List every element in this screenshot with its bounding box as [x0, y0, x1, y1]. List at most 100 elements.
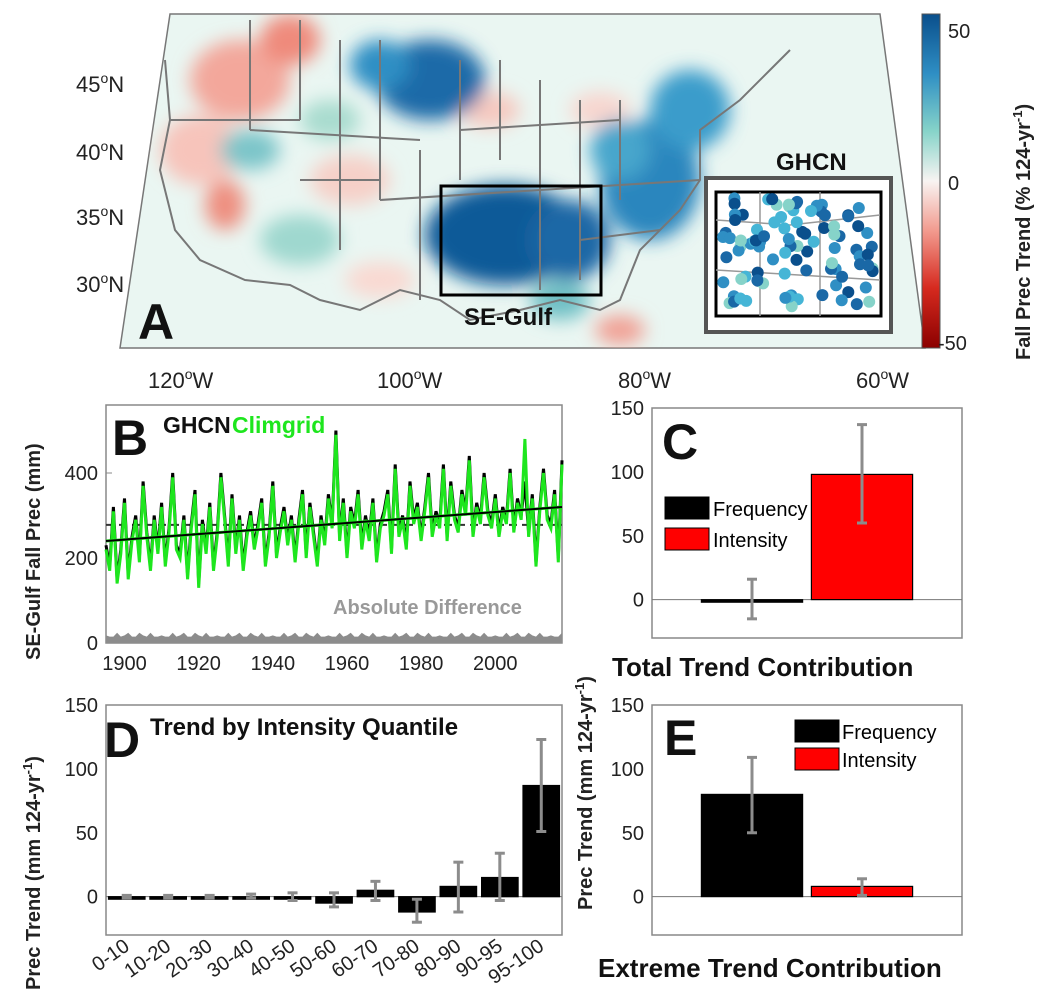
se-gulf-label: SE-Gulf — [464, 304, 553, 331]
panel-b-x-ticks: 1900 1920 1940 1960 1980 2000 — [102, 653, 517, 675]
colorbar-title: Fall Prec Trend (% 124-yr-1) — [1010, 104, 1035, 360]
station-dot — [863, 295, 876, 308]
y-tick-label: 400 — [65, 463, 98, 485]
panel-c-legend: Frequency Intensity — [664, 496, 808, 552]
colorbar — [921, 13, 941, 349]
legend-intensity-e: Intensity — [842, 750, 916, 772]
panel-b-y-ticks: 0 200 400 — [65, 463, 112, 655]
panel-e-xlabel: Extreme Trend Contribution — [598, 953, 942, 983]
y-tick-label: 50 — [76, 823, 98, 845]
x-tick-label: 50-60 — [286, 935, 341, 982]
legend-swatch-frequency-e — [794, 719, 840, 743]
panel-c-ylabel: Prec Trend (mm 124-yr-1) — [572, 676, 597, 910]
panel-c-xlabel: Total Trend Contribution — [612, 652, 913, 682]
station-dot — [779, 246, 792, 259]
legend-intensity-c: Intensity — [713, 530, 787, 552]
station-dot — [735, 273, 748, 285]
x-tick-label: 70-80 — [369, 935, 424, 982]
lon-label: 120oW — [148, 366, 214, 393]
panel-b-letter: B — [112, 410, 148, 466]
station-dot — [729, 214, 742, 226]
legend-climgrid: Climgrid — [232, 412, 325, 438]
x-tick-label: 10-20 — [121, 935, 176, 982]
x-tick-label: 1940 — [251, 653, 296, 675]
station-dot — [767, 253, 779, 266]
station-dot — [758, 230, 770, 243]
station-dot — [826, 257, 838, 270]
panel-c-bars: 0 50 100 150 C Frequency Intensity Total Tr… — [572, 398, 963, 910]
ghcn-inset-label: GHCN — [776, 149, 847, 176]
legend-swatch-intensity — [664, 527, 710, 551]
lon-label: 100oW — [377, 366, 443, 393]
panel-c-bars-group: 0 50 100 150 — [611, 398, 962, 621]
lat-label: 35oN — [76, 203, 124, 230]
panel-c-letter: C — [662, 414, 698, 470]
station-dot — [800, 264, 813, 277]
lat-label: 30oN — [76, 270, 124, 297]
station-dot — [801, 245, 814, 258]
legend-frequency-e: Frequency — [842, 722, 937, 744]
absolute-difference-area — [106, 632, 562, 643]
ghcn-inset — [704, 176, 893, 334]
station-dot — [720, 251, 733, 264]
colorbar-tick-mid: 0 — [948, 173, 959, 195]
y-tick-label: 0 — [633, 590, 644, 612]
se-gulf-box — [439, 184, 603, 297]
station-dot — [734, 234, 747, 247]
panel-d-title: Trend by Intensity Quantile — [150, 714, 458, 741]
station-dot — [859, 281, 872, 294]
station-dot — [717, 276, 730, 289]
panel-e-letter: E — [664, 710, 697, 766]
x-tick-label: 2000 — [473, 653, 518, 675]
panel-c-axes — [651, 407, 963, 639]
station-dot — [785, 300, 798, 313]
x-tick-label: 1920 — [176, 653, 221, 675]
y-tick-label: 50 — [622, 526, 644, 548]
x-tick-label: 30-40 — [203, 935, 258, 982]
x-tick-label: 1960 — [325, 653, 370, 675]
x-tick-label: 60-70 — [328, 935, 383, 982]
y-tick-label: 50 — [622, 823, 644, 845]
legend-swatch-frequency — [664, 496, 710, 520]
station-dot — [779, 291, 792, 304]
station-dot — [836, 270, 849, 283]
x-tick-label: 20-30 — [162, 935, 217, 982]
station-dot — [818, 222, 831, 234]
station-dot — [732, 244, 745, 257]
y-tick-label: 100 — [611, 462, 644, 484]
station-dot — [850, 298, 863, 311]
lat-label: 40oN — [76, 138, 124, 165]
station-dot — [790, 253, 803, 266]
station-dot — [790, 216, 803, 229]
y-tick-label: 150 — [611, 695, 644, 717]
panel-a-map: SE-Gulf GHCN A 45oN 40oN 35oN 30oN 120oW 100… — [76, 13, 1035, 393]
station-dot — [807, 235, 820, 248]
station-dot — [852, 220, 865, 233]
station-dot — [852, 202, 865, 214]
y-tick-label: 0 — [87, 633, 98, 655]
lat-label: 45oN — [76, 70, 124, 97]
panel-d-bars: 0501001500-1010-2020-3030-4040-5050-6060… — [20, 695, 563, 990]
station-dot — [723, 232, 736, 245]
y-tick-label: 0 — [87, 887, 98, 909]
station-dots — [717, 192, 879, 313]
x-tick-label: 80-90 — [411, 935, 466, 982]
x-tick-label: 1900 — [102, 653, 147, 675]
state-borders — [158, 20, 791, 322]
colorbar-tick-max: 50 — [948, 21, 970, 43]
climgrid-series — [104, 434, 564, 588]
station-dot — [816, 289, 829, 302]
station-dot — [862, 259, 875, 272]
station-dot — [778, 267, 791, 280]
x-tick-label: 40-50 — [245, 935, 300, 982]
station-dot — [751, 274, 764, 287]
station-dot — [818, 209, 831, 222]
absolute-difference-label: Absolute Difference — [333, 597, 522, 619]
panel-d-letter: D — [104, 712, 140, 768]
y-tick-label: 0 — [633, 887, 644, 909]
legend-frequency-c: Frequency — [713, 499, 808, 521]
panel-b-ylabel: SE-Gulf Fall Prec (mm) — [23, 443, 45, 660]
station-dot — [728, 197, 741, 210]
